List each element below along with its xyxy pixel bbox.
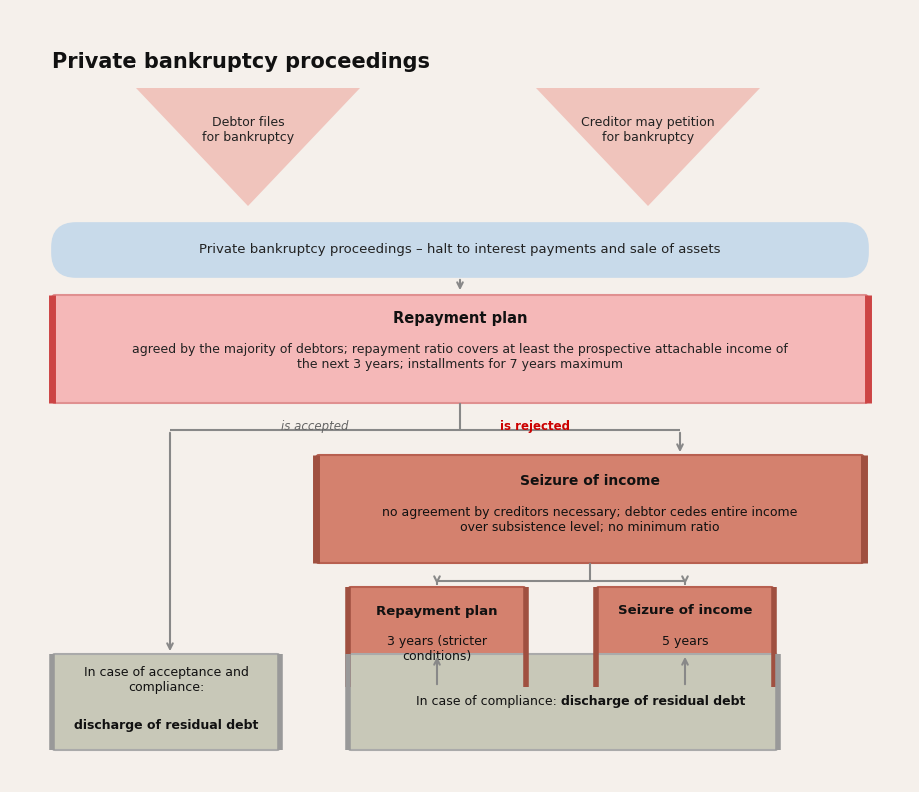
Text: Debtor files
for bankruptcy: Debtor files for bankruptcy xyxy=(201,116,294,144)
Text: no agreement by creditors necessary; debtor cedes entire income
over subsistence: no agreement by creditors necessary; deb… xyxy=(382,506,797,534)
FancyBboxPatch shape xyxy=(347,654,777,750)
FancyBboxPatch shape xyxy=(52,654,279,750)
Text: Seizure of income: Seizure of income xyxy=(618,604,752,618)
Text: discharge of residual debt: discharge of residual debt xyxy=(561,695,744,709)
FancyBboxPatch shape xyxy=(596,587,773,687)
Text: is rejected: is rejected xyxy=(499,420,570,433)
FancyBboxPatch shape xyxy=(52,223,867,277)
Text: Repayment plan: Repayment plan xyxy=(376,604,497,618)
Text: Seizure of income: Seizure of income xyxy=(519,474,659,488)
Text: discharge of residual debt: discharge of residual debt xyxy=(74,719,258,733)
Polygon shape xyxy=(536,88,759,206)
Text: Repayment plan: Repayment plan xyxy=(392,311,527,326)
Text: 3 years (stricter
conditions): 3 years (stricter conditions) xyxy=(387,635,486,663)
Text: Creditor may petition
for bankruptcy: Creditor may petition for bankruptcy xyxy=(581,116,714,144)
Text: is accepted: is accepted xyxy=(281,420,348,433)
FancyBboxPatch shape xyxy=(52,295,867,403)
FancyBboxPatch shape xyxy=(315,455,863,563)
Text: Private bankruptcy proceedings – halt to interest payments and sale of assets: Private bankruptcy proceedings – halt to… xyxy=(199,243,720,257)
Polygon shape xyxy=(136,88,359,206)
Text: In case of acceptance and
compliance:: In case of acceptance and compliance: xyxy=(84,666,248,694)
Text: Private bankruptcy proceedings: Private bankruptcy proceedings xyxy=(52,52,429,72)
Text: agreed by the majority of debtors; repayment ratio covers at least the prospecti: agreed by the majority of debtors; repay… xyxy=(132,343,787,371)
FancyBboxPatch shape xyxy=(347,587,526,687)
Text: In case of compliance:: In case of compliance: xyxy=(415,695,561,709)
Text: 5 years: 5 years xyxy=(661,635,708,649)
